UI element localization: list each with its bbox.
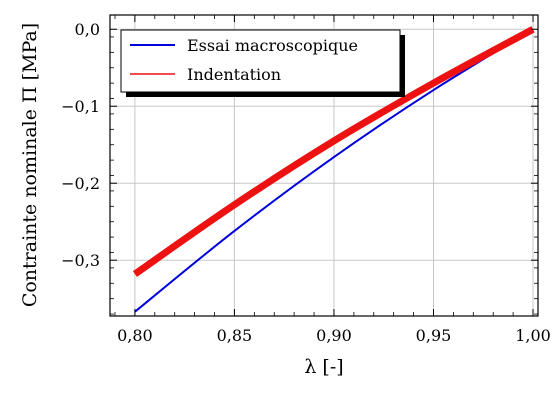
x-tick-label: 0,90 — [316, 326, 352, 345]
legend-box — [120, 29, 401, 93]
plot-area-frame — [109, 14, 539, 317]
x-axis-label: λ [-] — [304, 356, 343, 378]
legend: Essai macroscopique Indentation — [120, 29, 405, 97]
axis-ticks — [110, 15, 538, 316]
y-tick-label: −0,1 — [61, 97, 100, 116]
legend-label-indentation: Indentation — [187, 65, 281, 84]
legend-label-essai: Essai macroscopique — [187, 36, 358, 55]
x-tick-label: 0,85 — [217, 326, 253, 345]
x-tick-label: 0,80 — [117, 326, 153, 345]
y-axis-label: Contrainte nominale Π [MPa] — [19, 23, 41, 307]
series-line-essai-macroscopique — [134, 28, 534, 313]
x-tick-label: 1,00 — [515, 326, 551, 345]
series-line-indentation — [132, 26, 535, 277]
x-tick-label: 0,95 — [416, 326, 452, 345]
tick-labels: 0,80 0,85 0,90 0,95 1,00 0,0 −0,1 −0,2 −0,3 — [61, 20, 551, 345]
y-tick-label: 0,0 — [75, 20, 100, 39]
series-layer — [132, 26, 535, 313]
y-tick-label: −0,2 — [61, 174, 100, 193]
y-tick-label: −0,3 — [61, 251, 100, 270]
